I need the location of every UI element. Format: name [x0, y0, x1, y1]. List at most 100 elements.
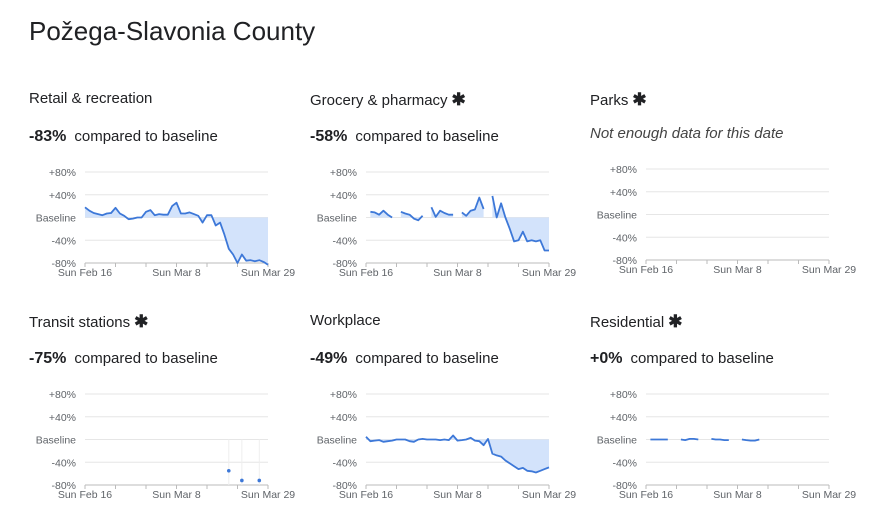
line-chart: +80% +40% Baseline -40% -80%Sun Feb 16 Sun Ma… [597, 389, 857, 501]
chart-card-retail-recreation: Retail & recreation -83% compared to basel… [29, 85, 314, 295]
y-tick-label: -80% [51, 258, 76, 270]
data-point [226, 468, 231, 473]
line-chart: +80% +40% Baseline -40% -80%Sun Feb 16 Sun Ma… [36, 167, 296, 279]
series-line [680, 438, 699, 441]
series-line [430, 206, 454, 218]
change-summary: -49% compared to baseline [310, 350, 499, 368]
category-title-text: Residential [590, 314, 665, 331]
change-summary: -75% compared to baseline [29, 350, 218, 368]
y-tick-label: -40% [332, 235, 357, 247]
y-tick-label: +40% [330, 412, 357, 424]
x-tick-label: Sun Mar 29 [241, 267, 295, 279]
y-tick-label: Baseline [36, 213, 76, 225]
x-tick-label: Sun Mar 8 [433, 267, 482, 279]
y-tick-label: Baseline [597, 210, 637, 222]
y-tick-label: +40% [49, 190, 76, 202]
category-title-text: Transit stations [29, 314, 131, 331]
series-line [370, 209, 393, 219]
change-percent: +0% [590, 350, 623, 367]
x-tick-label: Sun Mar 8 [152, 489, 201, 501]
page-title: Požega-Slavonia County [29, 16, 316, 46]
y-tick-label: -40% [612, 457, 637, 469]
series-line [84, 201, 269, 266]
x-tick-label: Sun Feb 16 [339, 489, 393, 501]
y-tick-label: +40% [610, 187, 637, 199]
x-tick-label: Sun Mar 8 [713, 489, 762, 501]
category-title-text: Grocery & pharmacy [310, 92, 448, 109]
line-chart: +80% +40% Baseline -40% -80%Sun Feb 16 Sun Ma… [36, 389, 296, 501]
y-tick-label: +40% [330, 190, 357, 202]
compared-label: compared to baseline [74, 350, 218, 367]
compared-label: compared to baseline [74, 128, 218, 145]
line-chart: +80% +40% Baseline -40% -80%Sun Feb 16 Sun Ma… [317, 389, 577, 501]
asterisk-icon: ✱ [632, 90, 647, 109]
x-tick-label: Sun Mar 8 [713, 264, 762, 276]
y-tick-label: -80% [332, 258, 357, 270]
y-tick-label: Baseline [36, 435, 76, 447]
x-tick-label: Sun Mar 8 [433, 489, 482, 501]
asterisk-icon: ✱ [451, 90, 466, 109]
y-tick-label: -40% [612, 232, 637, 244]
change-summary: -83% compared to baseline [29, 128, 218, 146]
y-tick-label: -40% [51, 457, 76, 469]
y-tick-label: Baseline [317, 435, 357, 447]
line-chart: +80% +40% Baseline -40% -80%Sun Feb 16 Sun Ma… [317, 167, 577, 279]
compared-label: compared to baseline [630, 350, 774, 367]
category-title-text: Workplace [310, 312, 381, 329]
y-tick-label: -40% [51, 235, 76, 247]
data-point [257, 478, 262, 483]
y-tick-label: +80% [610, 389, 637, 401]
x-tick-label: Sun Feb 16 [619, 264, 673, 276]
category-title: Transit stations ✱ [29, 312, 148, 332]
y-tick-label: -80% [612, 480, 637, 492]
x-tick-label: Sun Mar 29 [241, 489, 295, 501]
chart-card-workplace: Workplace -49% compared to baseline +80% +40… [310, 307, 595, 517]
area-fill [366, 435, 549, 473]
change-percent: -49% [310, 350, 348, 367]
asterisk-icon: ✱ [668, 312, 683, 331]
change-percent: -83% [29, 128, 67, 145]
y-tick-label: +80% [610, 164, 637, 176]
y-tick-label: +80% [330, 389, 357, 401]
area-fill [492, 195, 549, 251]
compared-label: compared to baseline [355, 128, 499, 145]
y-tick-label: -80% [51, 480, 76, 492]
category-title: Workplace [310, 312, 381, 329]
x-tick-label: Sun Feb 16 [339, 267, 393, 279]
series-line [491, 195, 549, 252]
x-tick-label: Sun Mar 29 [522, 267, 576, 279]
chart-card-parks: Parks ✱ Not enough data for this date +80% +… [590, 85, 875, 295]
x-tick-label: Sun Mar 29 [802, 489, 856, 501]
chart-card-residential: Residential ✱ +0% compared to baseline +80% +… [590, 307, 875, 517]
x-tick-label: Sun Feb 16 [58, 489, 112, 501]
category-title: Parks ✱ [590, 90, 647, 110]
series-line [461, 196, 485, 217]
data-point [240, 478, 244, 483]
category-title-text: Retail & recreation [29, 90, 153, 107]
line-chart: +80% +40% Baseline -40% -80%Sun Feb 16 Sun Ma… [597, 164, 857, 276]
y-tick-label: +40% [610, 412, 637, 424]
category-title: Grocery & pharmacy ✱ [310, 90, 466, 110]
category-title: Residential ✱ [590, 312, 682, 332]
asterisk-icon: ✱ [134, 312, 149, 331]
y-tick-label: +80% [49, 167, 76, 179]
change-percent: -75% [29, 350, 67, 367]
change-summary: -58% compared to baseline [310, 128, 499, 146]
category-title-text: Parks [590, 92, 629, 109]
x-tick-label: Sun Mar 8 [152, 267, 201, 279]
y-tick-label: -80% [332, 480, 357, 492]
area-fill [370, 210, 393, 218]
y-tick-label: +80% [330, 167, 357, 179]
category-title: Retail & recreation [29, 90, 152, 107]
change-summary: +0% compared to baseline [590, 350, 774, 368]
y-tick-label: -40% [332, 457, 357, 469]
y-tick-label: +80% [49, 389, 76, 401]
series-line [741, 438, 760, 442]
change-percent: -58% [310, 128, 348, 145]
x-tick-label: Sun Feb 16 [58, 267, 112, 279]
y-tick-label: -80% [612, 255, 637, 267]
x-tick-label: Sun Feb 16 [619, 489, 673, 501]
chart-card-transit-stations: Transit stations ✱ -75% compared to baselin… [29, 307, 314, 517]
chart-card-grocery-pharmacy: Grocery & pharmacy ✱ -58% compared to basel… [310, 85, 595, 295]
no-data-message: Not enough data for this date [590, 125, 784, 142]
